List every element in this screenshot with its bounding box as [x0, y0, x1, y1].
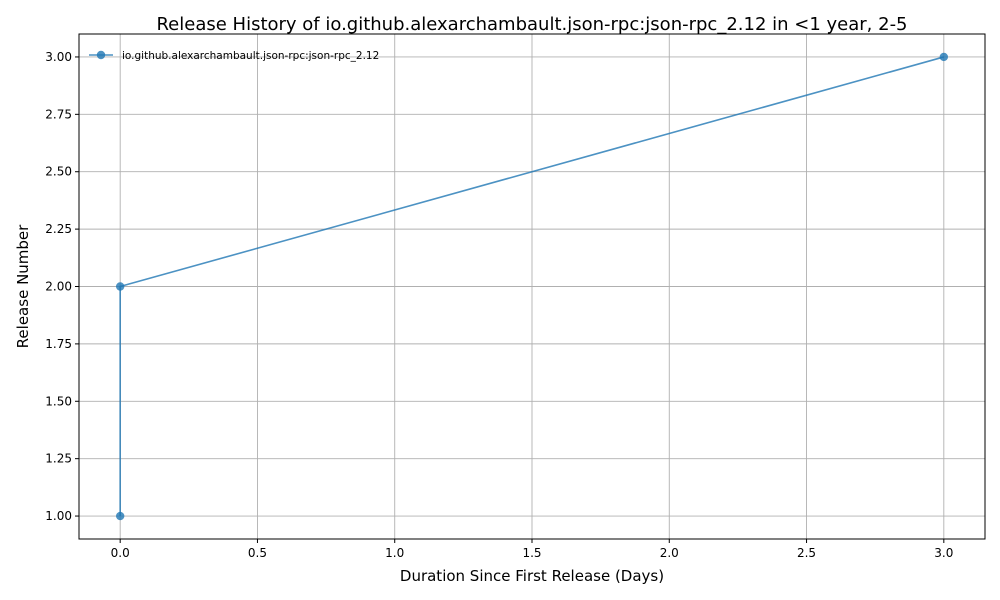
chart-title: Release History of io.github.alexarchamb…	[156, 14, 907, 35]
data-point	[115, 511, 125, 521]
legend: io.github.alexarchambault.json-rpc:json-…	[89, 50, 379, 62]
y-axis-label: Release Number	[14, 224, 32, 348]
y-tick-label: 2.00	[45, 280, 72, 294]
y-tick-label: 1.25	[45, 452, 72, 466]
y-tick-label: 2.25	[45, 222, 72, 236]
legend-entry-label: io.github.alexarchambault.json-rpc:json-…	[122, 50, 379, 62]
x-tick-label: 1.5	[522, 546, 541, 560]
grid-lines	[79, 34, 985, 539]
x-tick-label: 0.5	[248, 546, 267, 560]
legend-marker-swatch	[96, 50, 106, 60]
data-point	[939, 52, 949, 62]
x-tick-label: 1.0	[385, 546, 404, 560]
data-point	[115, 282, 125, 291]
x-tick-label: 2.5	[797, 546, 816, 560]
x-tick-label: 3.0	[934, 546, 953, 560]
y-axis: 1.00 1.25 1.50 1.75 2.00 2.25 2.50 2.75 3.00	[45, 50, 79, 523]
y-tick-label: 2.50	[45, 165, 72, 179]
x-axis-label: Duration Since First Release (Days)	[400, 567, 664, 585]
x-axis: 0.0 0.5 1.0 1.5 2.0 2.5 3.0	[111, 539, 953, 560]
series-layer	[115, 52, 949, 521]
y-tick-label: 1.75	[45, 337, 72, 351]
y-tick-label: 1.00	[45, 509, 72, 523]
y-tick-label: 1.50	[45, 394, 72, 408]
y-tick-label: 2.75	[45, 107, 72, 121]
x-tick-label: 2.0	[660, 546, 679, 560]
x-tick-label: 0.0	[111, 546, 130, 560]
y-tick-label: 3.00	[45, 50, 72, 64]
